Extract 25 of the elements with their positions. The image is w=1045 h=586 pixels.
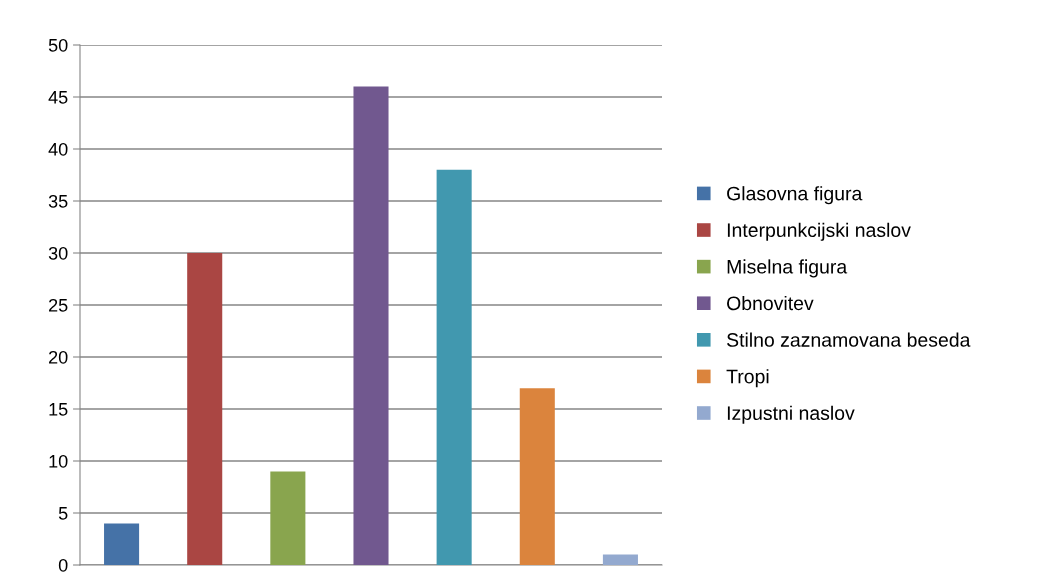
y-tick-label: 30 (48, 246, 68, 260)
y-tick-label: 0 (58, 558, 68, 572)
legend-label: Glasovna figura (727, 186, 863, 205)
bar (519, 388, 555, 565)
y-tick-label: 25 (49, 298, 68, 312)
legend-label: Tropi (726, 369, 769, 388)
legend-label: Obnovitev (727, 295, 814, 311)
y-tick-label: 45 (48, 91, 68, 104)
legend-label: Interpunkcijski naslov (727, 222, 911, 241)
y-tick-label: 5 (58, 507, 68, 520)
y-tick-label: 40 (48, 142, 68, 156)
bar (187, 253, 223, 565)
bar (436, 169, 472, 565)
y-tick-label: 20 (49, 350, 68, 364)
bar (353, 86, 389, 565)
y-tick-label: 35 (48, 194, 68, 208)
bar (270, 471, 306, 565)
y-tick-label: 15 (49, 403, 68, 416)
legend-label: Izpustni naslov (727, 405, 855, 424)
y-tick-label: 50 (48, 38, 68, 52)
bar (104, 523, 140, 565)
legend-label: Miselna figura (727, 259, 848, 278)
legend-label: Stilno zaznamovana beseda (727, 332, 971, 347)
y-tick-label: 10 (49, 454, 68, 468)
bar (602, 554, 638, 565)
